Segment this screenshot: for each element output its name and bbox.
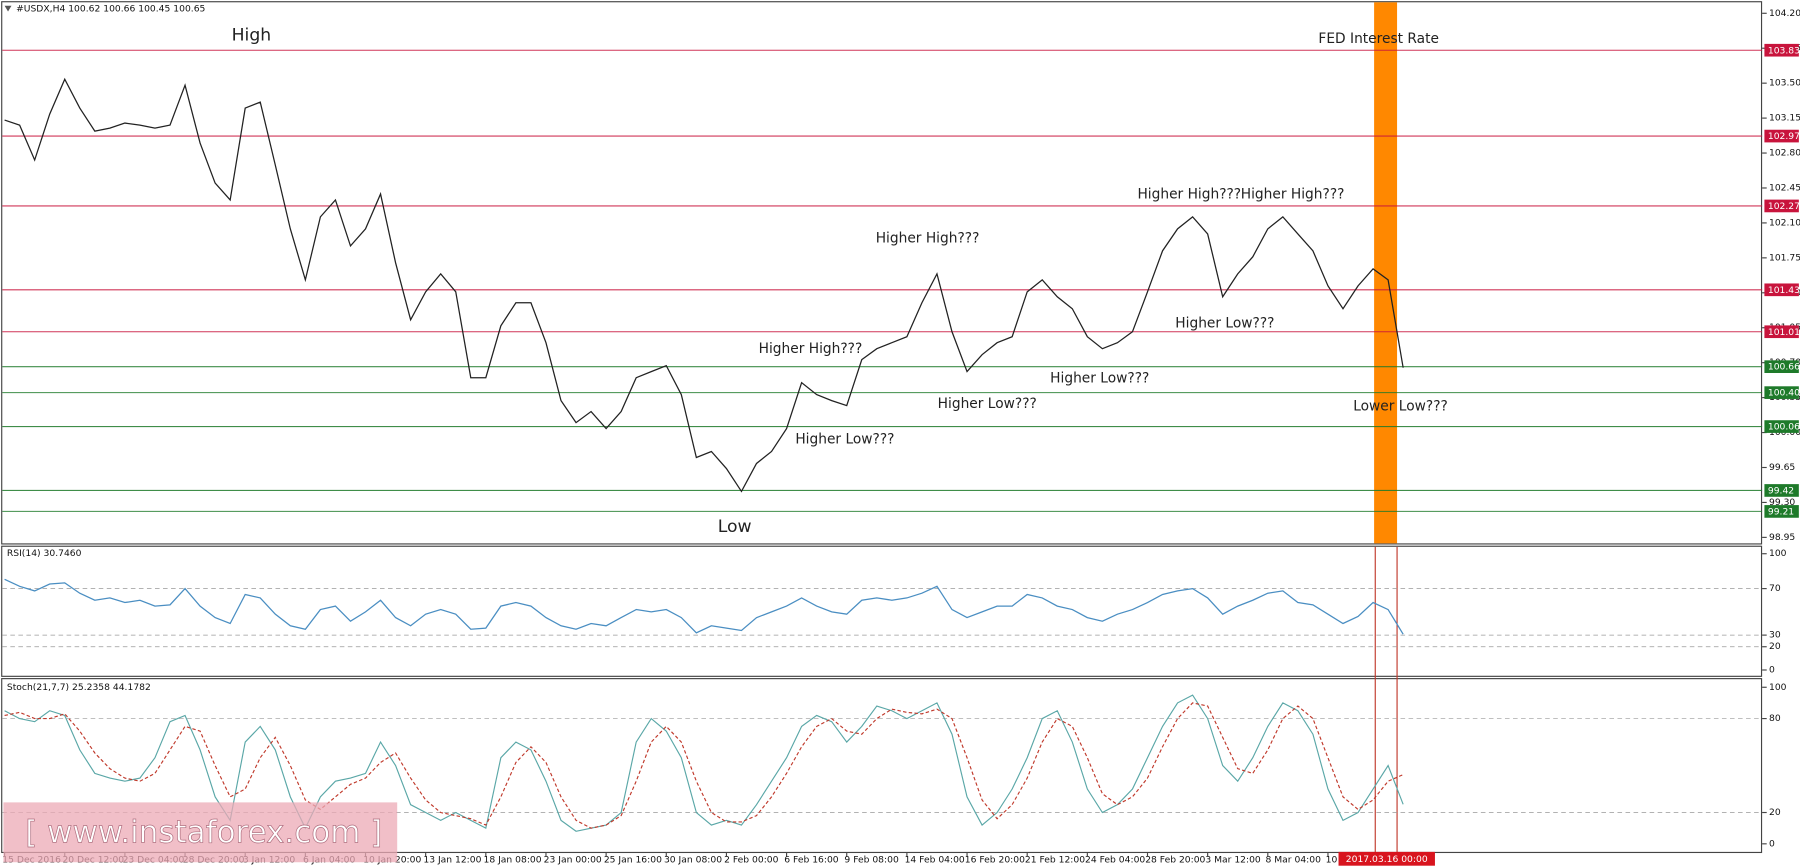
y-tick-label: 102.45 bbox=[1769, 182, 1800, 193]
level-label-box bbox=[1764, 199, 1799, 213]
level-label: 102.97 bbox=[1768, 131, 1800, 142]
x-tick-label: 14 Feb 04:00 bbox=[905, 854, 965, 865]
level-label-box bbox=[1764, 386, 1799, 399]
x-tick-label: 18 Jan 08:00 bbox=[484, 854, 542, 865]
rsi-title: RSI(14) 30.7460 bbox=[7, 548, 82, 559]
x-tick-label: 24 Feb 04:00 bbox=[1085, 854, 1145, 865]
x-tick-label: 6 Feb 16:00 bbox=[784, 854, 839, 865]
y-tick-label: 30 bbox=[1769, 630, 1781, 641]
y-tick-label: 104.20 bbox=[1769, 8, 1800, 19]
level-label-box bbox=[1764, 505, 1799, 518]
y-tick-label: 99.30 bbox=[1769, 497, 1795, 508]
x-tick-label: 28 Feb 20:00 bbox=[1145, 854, 1205, 865]
y-tick-label: 103.50 bbox=[1769, 78, 1800, 89]
y-tick-label: 101.75 bbox=[1769, 252, 1800, 263]
annotation: Higher High??? bbox=[759, 341, 863, 357]
annotation: Higher High??? bbox=[876, 230, 980, 246]
annotation: High bbox=[232, 26, 272, 46]
series-line bbox=[4, 694, 1404, 832]
x-tick-label: 13 Jan 12:00 bbox=[423, 854, 481, 865]
level-label: 99.21 bbox=[1768, 506, 1794, 517]
price-line bbox=[4, 578, 1404, 635]
annotation: Higher Low??? bbox=[795, 432, 894, 448]
x-tick-label: 16 Feb 20:00 bbox=[965, 854, 1025, 865]
x-tick-label: 25 Jan 16:00 bbox=[604, 854, 662, 865]
stoch-title: Stoch(21,7,7) 25.2358 44.1782 bbox=[7, 682, 151, 693]
annotation: Higher Low??? bbox=[938, 396, 1037, 412]
x-tick-label: 2 Feb 00:00 bbox=[724, 854, 779, 865]
level-label-box bbox=[1764, 360, 1799, 374]
annotation: Higher Low??? bbox=[1050, 371, 1149, 387]
x-tick-label: 30 Jan 08:00 bbox=[664, 854, 722, 865]
title-icon bbox=[4, 5, 12, 12]
watermark-box bbox=[3, 802, 398, 863]
y-tick-label: 103.15 bbox=[1769, 113, 1800, 124]
level-label: 101.43 bbox=[1768, 285, 1800, 296]
stoch-panel-frame bbox=[1, 678, 1763, 854]
y-tick-label: 0 bbox=[1769, 664, 1775, 675]
x-tick-label: 10 bbox=[1326, 854, 1338, 865]
annotation: Low bbox=[718, 517, 752, 537]
series-line bbox=[4, 702, 1404, 829]
y-tick-label: 102.10 bbox=[1769, 217, 1800, 228]
price-title: #USDX,H4 100.62 100.66 100.45 100.65 bbox=[16, 4, 205, 15]
x-tick-label: 9 Feb 08:00 bbox=[844, 854, 899, 865]
fed-band bbox=[1374, 2, 1398, 544]
y-tick-label: 99.65 bbox=[1769, 462, 1795, 473]
y-tick-label: 100 bbox=[1769, 548, 1787, 559]
y-tick-label: 100 bbox=[1769, 682, 1787, 693]
annotation: Lower Low??? bbox=[1353, 398, 1448, 414]
y-tick-label: 20 bbox=[1769, 641, 1781, 652]
y-tick-label: 20 bbox=[1769, 807, 1781, 818]
annotation: Higher High??? bbox=[1241, 187, 1345, 203]
y-tick-label: 80 bbox=[1769, 713, 1781, 724]
price-panel-frame bbox=[1, 1, 1763, 545]
x-tick-label: 3 Mar 12:00 bbox=[1205, 854, 1261, 865]
level-label: 100.06 bbox=[1768, 422, 1800, 433]
y-tick-label: 70 bbox=[1769, 583, 1781, 594]
level-label-box bbox=[1764, 484, 1799, 497]
level-label: 101.01 bbox=[1768, 327, 1800, 338]
price-line bbox=[4, 77, 1404, 493]
level-label-box bbox=[1764, 420, 1799, 433]
rsi-panel-frame bbox=[1, 545, 1763, 677]
level-label: 99.42 bbox=[1768, 486, 1794, 497]
annotation: Higher Low??? bbox=[1175, 315, 1274, 331]
level-label: 100.66 bbox=[1768, 362, 1800, 373]
annotation: Higher High??? bbox=[1137, 187, 1241, 203]
annotation: FED Interest Rate bbox=[1318, 31, 1439, 47]
x-tick-label: 21 Feb 12:00 bbox=[1025, 854, 1085, 865]
level-label: 102.27 bbox=[1768, 201, 1800, 212]
y-tick-label: 0 bbox=[1769, 838, 1775, 849]
y-tick-label: 102.80 bbox=[1769, 148, 1800, 159]
level-label: 103.83 bbox=[1768, 45, 1800, 56]
level-label-box bbox=[1764, 325, 1799, 339]
level-label-box bbox=[1764, 283, 1799, 297]
cursor-label: 2017.03.16 00:00 bbox=[1346, 854, 1428, 865]
y-tick-label: 98.95 bbox=[1769, 532, 1795, 543]
level-label-box bbox=[1764, 43, 1799, 57]
x-tick-label: 8 Mar 04:00 bbox=[1266, 854, 1322, 865]
watermark: [ www.instaforex.com ] bbox=[25, 814, 382, 850]
level-label-box bbox=[1764, 129, 1799, 143]
cursor-label-box bbox=[1338, 851, 1435, 866]
level-label: 100.40 bbox=[1768, 388, 1800, 399]
x-tick-label: 23 Jan 00:00 bbox=[544, 854, 602, 865]
